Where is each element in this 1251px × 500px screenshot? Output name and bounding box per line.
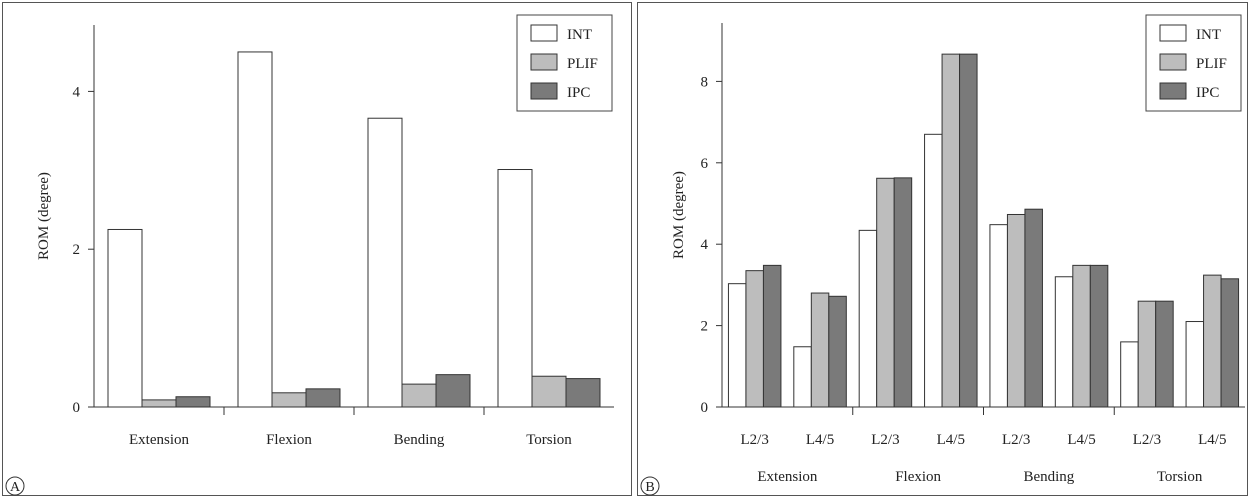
x-subcategory-label: L2/3 <box>871 432 899 448</box>
bar-plif-flexion <box>271 392 307 408</box>
chart-b-svg: 0 2 4 6 8 ROM (degree) L2/3 L4/5 Extension L2/3 L4… <box>640 14 1245 496</box>
bar-ipc-bending <box>435 374 471 408</box>
y-tick-label: 0 <box>73 400 81 416</box>
chart-a-svg: 0 2 4 ROM (degree) Extension Flexion Bending To… <box>5 14 614 496</box>
legend-swatch-plif <box>1159 53 1187 71</box>
bar-plif-flexion-l2-3 <box>876 177 895 408</box>
bar-int-bending-l2-3 <box>989 224 1008 408</box>
panel-label-b-circle <box>640 476 660 496</box>
bar-ipc-bending-l2-3 <box>1024 208 1043 408</box>
x-subcategory-label: L4/5 <box>937 432 965 448</box>
legend-label-ipc: IPC <box>567 85 590 101</box>
bar-plif-extension <box>141 399 177 408</box>
panel-label-a: A <box>10 480 21 495</box>
legend-label-plif: PLIF <box>1196 56 1227 72</box>
bar-ipc-extension-l4-5 <box>828 295 847 408</box>
y-tick-label: 6 <box>701 156 709 172</box>
chart-panel-a: 0 2 4 ROM (degree) Extension Flexion Bending To… <box>2 2 632 496</box>
x-subcategory-label: L4/5 <box>806 432 834 448</box>
x-category-label: Extension <box>129 432 189 448</box>
bar-plif-torsion-l2-3 <box>1137 300 1157 408</box>
y-tick-label: 4 <box>73 84 81 100</box>
x-subcategory-label: L2/3 <box>1002 432 1030 448</box>
bar-int-extension <box>107 228 143 408</box>
bar-ipc-flexion-l2-3 <box>893 177 913 408</box>
bar-plif-bending-l4-5 <box>1072 264 1091 408</box>
x-subcategory-label: L4/5 <box>1067 432 1095 448</box>
bar-ipc-extension-l2-3 <box>762 264 782 408</box>
bar-ipc-torsion-l4-5 <box>1220 278 1240 408</box>
legend-label-int: INT <box>567 27 592 43</box>
x-group-label: Flexion <box>895 469 941 485</box>
bar-ipc-flexion <box>305 388 341 408</box>
bar-plif-extension-l2-3 <box>745 270 764 408</box>
x-subcategory-label: L2/3 <box>741 432 769 448</box>
legend-label-int: INT <box>1196 27 1221 43</box>
bar-ipc-flexion-l4-5 <box>959 53 978 408</box>
x-group-label: Bending <box>1023 469 1074 485</box>
bar-int-flexion-l2-3 <box>858 229 878 408</box>
bar-int-extension-l4-5 <box>793 346 812 408</box>
legend-swatch-int <box>1159 24 1187 42</box>
legend-label-plif: PLIF <box>567 56 598 72</box>
bar-ipc-bending-l4-5 <box>1089 264 1109 408</box>
bar-plif-bending <box>401 383 437 408</box>
y-tick-label: 2 <box>701 319 709 335</box>
bar-int-bending-l4-5 <box>1054 276 1074 408</box>
bar-plif-extension-l4-5 <box>810 292 830 408</box>
bar-int-bending <box>367 117 403 408</box>
legend-swatch-plif <box>530 53 558 71</box>
bar-int-flexion-l4-5 <box>924 133 943 408</box>
legend-swatch-ipc <box>1159 82 1187 100</box>
x-group-label: Extension <box>757 469 817 485</box>
chart-panel-b: 0 2 4 6 8 ROM (degree) L2/3 L4/5 Extension L2/3 L4… <box>637 2 1248 496</box>
x-group-label: Torsion <box>1157 469 1203 485</box>
y-axis-title: ROM (degree) <box>36 172 52 260</box>
bar-ipc-torsion-l2-3 <box>1155 300 1174 408</box>
legend-swatch-ipc <box>530 82 558 100</box>
panel-label-b: B <box>645 480 654 495</box>
y-tick-label: 2 <box>73 242 81 258</box>
y-tick-label: 8 <box>701 74 709 90</box>
x-subcategory-label: L2/3 <box>1133 432 1161 448</box>
bar-int-flexion <box>237 51 273 408</box>
bar-plif-bending-l2-3 <box>1006 213 1026 408</box>
bar-plif-flexion-l4-5 <box>941 53 961 408</box>
bar-ipc-extension <box>175 396 211 408</box>
x-category-label: Flexion <box>266 432 312 448</box>
bar-int-torsion-l4-5 <box>1185 321 1205 408</box>
legend-swatch-int <box>530 24 558 42</box>
bar-int-extension-l2-3 <box>727 283 747 408</box>
bar-ipc-torsion <box>565 378 601 408</box>
bar-plif-torsion-l4-5 <box>1203 274 1222 408</box>
y-tick-label: 0 <box>701 400 709 416</box>
bar-int-torsion-l2-3 <box>1120 341 1139 408</box>
legend-label-ipc: IPC <box>1196 85 1219 101</box>
x-category-label: Bending <box>394 432 445 448</box>
x-subcategory-label: L4/5 <box>1198 432 1226 448</box>
panel-label-a-circle <box>5 476 25 496</box>
bar-plif-torsion <box>531 375 567 408</box>
bar-int-torsion <box>497 169 533 408</box>
x-category-label: Torsion <box>526 432 572 448</box>
y-axis-title: ROM (degree) <box>671 171 687 259</box>
y-tick-label: 4 <box>701 237 709 253</box>
